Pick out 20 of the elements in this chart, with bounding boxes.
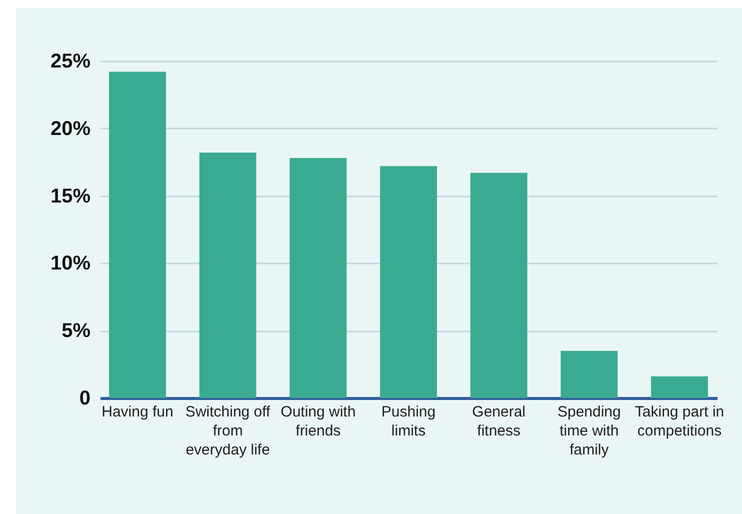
y-tick-label: 10% [50,252,91,275]
x-tick-label: Taking part in competitions [634,404,724,440]
bar [560,350,618,398]
x-tick-label: General fitness [472,404,526,440]
x-tick-label: Having fun [102,404,174,420]
bar [199,152,256,398]
bar [380,166,437,398]
bar [109,72,166,398]
x-tick-label: Pushing limits [381,404,436,440]
x-tick-label: Spending time with family [557,404,621,458]
y-tick-label: 5% [62,320,91,342]
y-tick-label: 20% [50,118,91,140]
x-tick-label: Outing with friends [280,404,356,440]
x-tick-label: Switching off from everyday life [185,404,272,458]
bar [290,158,347,398]
bar [651,376,708,398]
bar [470,172,528,398]
y-tick-label: 15% [50,185,91,208]
y-tick-label: 0 [79,388,90,410]
y-tick-label: 25% [50,50,91,72]
